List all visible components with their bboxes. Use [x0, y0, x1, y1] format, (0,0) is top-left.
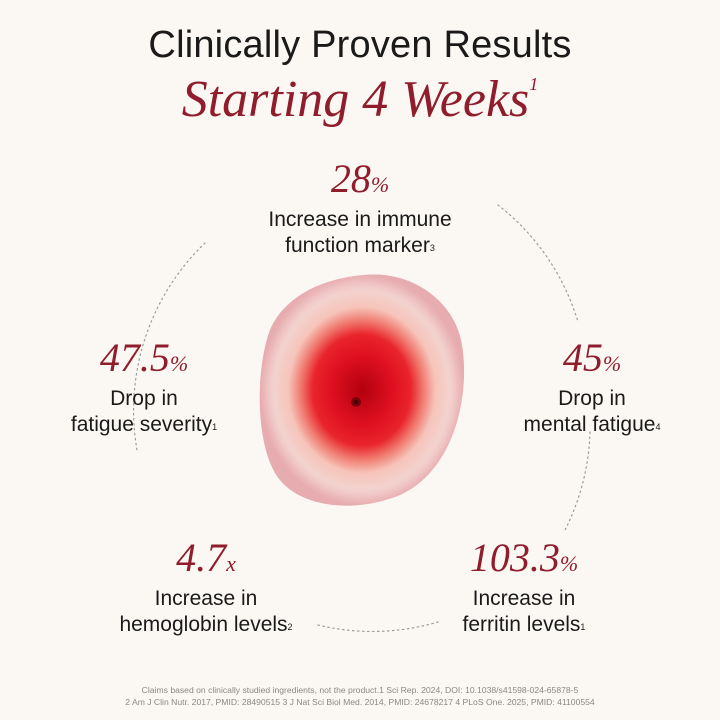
ring-arcs	[133, 204, 591, 632]
stat-value: 28%	[330, 156, 390, 201]
stat-label: Increase in ferritin levels1	[462, 587, 586, 636]
stat-value: 103.3%	[469, 535, 579, 580]
stat-immune-function: 28% Increase in immune function marker3	[220, 157, 500, 259]
footnote-line: 2 Am J Clin Nutr. 2017, PMID: 28490515 3…	[125, 697, 595, 707]
stat-value: 45%	[562, 335, 622, 380]
subtitle-text: Starting 4 Weeks	[181, 71, 530, 128]
stat-value: 4.7x	[176, 535, 236, 580]
page-subtitle: Starting 4 Weeks1	[0, 70, 720, 129]
page-title: Clinically Proven Results	[148, 24, 572, 66]
stat-label: Drop in mental fatigue4	[523, 387, 661, 436]
subtitle-reference: 1	[529, 74, 539, 94]
blood-drop-image	[259, 274, 465, 506]
stat-label: Increase in immune function marker3	[268, 208, 452, 257]
stat-fatigue-severity: 47.5% Drop in fatigue severity1	[44, 336, 244, 438]
stat-value: 47.5%	[99, 335, 189, 380]
stat-hemoglobin: 4.7x Increase in hemoglobin levels2	[96, 536, 316, 638]
stat-label: Increase in hemoglobin levels2	[119, 587, 293, 636]
footnote-line: Claims based on clinically studied ingre…	[141, 685, 579, 695]
stat-label: Drop in fatigue severity1	[70, 387, 218, 436]
stat-mental-fatigue: 45% Drop in mental fatigue4	[492, 336, 692, 438]
stat-ferritin: 103.3% Increase in ferritin levels1	[414, 536, 634, 638]
footnote: Claims based on clinically studied ingre…	[0, 684, 720, 708]
